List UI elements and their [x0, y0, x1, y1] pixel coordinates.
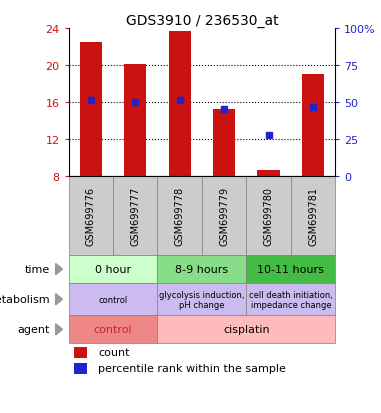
Text: GSM699779: GSM699779: [219, 187, 229, 246]
Text: time: time: [24, 264, 50, 274]
Text: GSM699781: GSM699781: [308, 187, 318, 246]
Text: control: control: [94, 325, 132, 335]
Bar: [302, 75, 324, 177]
Bar: [202, 177, 247, 256]
Bar: [291, 177, 335, 256]
Text: control: control: [98, 295, 128, 304]
Bar: [247, 177, 291, 256]
Text: GSM699777: GSM699777: [130, 187, 140, 246]
Bar: [69, 177, 113, 256]
Bar: [74, 363, 87, 374]
Bar: [213, 109, 235, 177]
Text: 10-11 hours: 10-11 hours: [258, 264, 324, 274]
Text: agent: agent: [17, 325, 50, 335]
Text: GSM699776: GSM699776: [86, 187, 96, 246]
Bar: [80, 43, 102, 177]
Text: GSM699778: GSM699778: [175, 187, 185, 246]
Bar: [69, 256, 157, 283]
Text: 8-9 hours: 8-9 hours: [175, 264, 229, 274]
Bar: [69, 316, 157, 344]
Text: glycolysis induction,
pH change: glycolysis induction, pH change: [159, 290, 245, 309]
Bar: [157, 283, 247, 316]
Text: cell death initiation,
impedance change: cell death initiation, impedance change: [249, 290, 333, 309]
Bar: [124, 65, 146, 177]
Bar: [74, 347, 87, 358]
Bar: [157, 177, 202, 256]
Title: GDS3910 / 236530_at: GDS3910 / 236530_at: [126, 14, 278, 28]
Bar: [258, 171, 280, 177]
Text: metabolism: metabolism: [0, 294, 50, 304]
Bar: [157, 316, 335, 344]
Bar: [247, 283, 335, 316]
Text: cisplatin: cisplatin: [223, 325, 270, 335]
Text: 0 hour: 0 hour: [95, 264, 131, 274]
Text: GSM699780: GSM699780: [264, 187, 274, 246]
Bar: [247, 256, 335, 283]
Bar: [157, 256, 247, 283]
Bar: [113, 177, 157, 256]
Bar: [168, 32, 191, 177]
Bar: [69, 283, 157, 316]
Text: percentile rank within the sample: percentile rank within the sample: [98, 363, 286, 373]
Text: count: count: [98, 347, 130, 357]
